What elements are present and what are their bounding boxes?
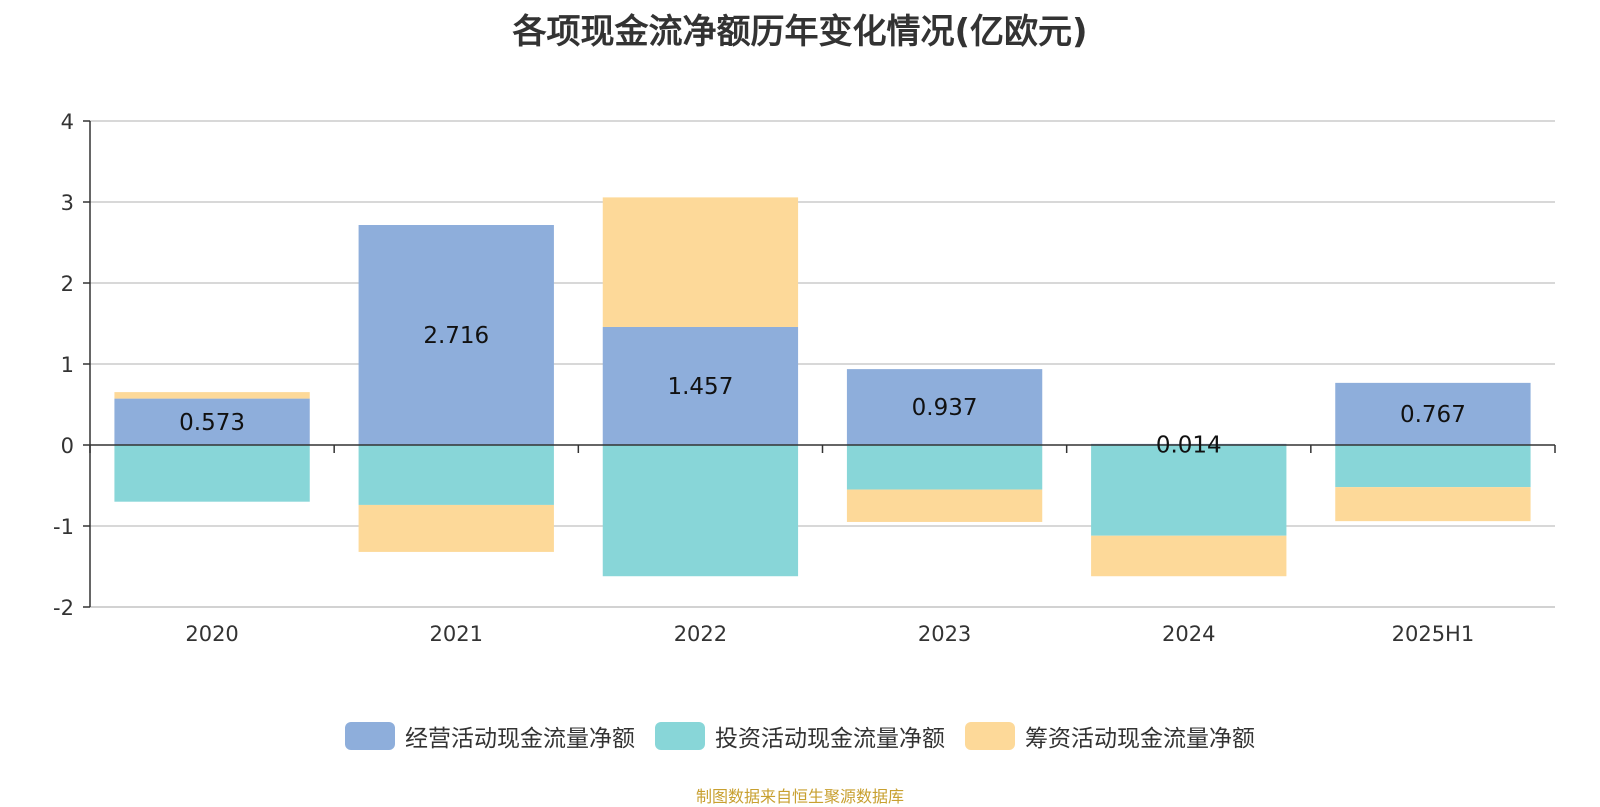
y-tick-label: 3 (61, 191, 74, 215)
chart-title: 各项现金流净额历年变化情况(亿欧元) (512, 12, 1088, 52)
x-tick-label: 2024 (1162, 622, 1215, 646)
bar-data-label: 1.457 (667, 374, 733, 400)
y-tick-label: -2 (53, 596, 74, 620)
bars (114, 197, 1531, 577)
bar-data-label: 0.937 (912, 395, 978, 421)
source-note: 制图数据来自恒生聚源数据库 (695, 787, 904, 806)
legend: 经营活动现金流量净额 投资活动现金流量净额 筹资活动现金流量净额 (0, 719, 1600, 753)
legend-label: 筹资活动现金流量净额 (1025, 726, 1255, 752)
bar-data-label: 2.716 (423, 323, 489, 349)
bar (358, 445, 554, 505)
legend-item[interactable]: 经营活动现金流量净额 (345, 719, 635, 753)
bar (1335, 382, 1531, 445)
y-tick-label: 2 (61, 272, 74, 296)
bar-data-label: 0.767 (1400, 402, 1466, 428)
bar (602, 445, 799, 577)
bar (1091, 535, 1287, 577)
bar (358, 504, 554, 552)
y-tick-label: -1 (53, 515, 74, 539)
bar (114, 445, 310, 502)
bar (846, 489, 1043, 522)
bar (846, 445, 1043, 490)
bar (1335, 445, 1531, 488)
bar (846, 369, 1043, 445)
bar (114, 398, 310, 445)
legend-swatch (655, 722, 705, 750)
y-tick-label: 0 (61, 434, 74, 458)
bar (358, 225, 554, 445)
bar (602, 197, 799, 327)
bar (1335, 487, 1531, 522)
data-labels: 0.573 2.716 1.457 0.937 0.014 0.767 (179, 323, 1466, 458)
y-tick-label: 4 (61, 110, 74, 134)
chart-plot: -2 -1 0 1 2 3 4 2020 2021 2022 2023 2024 2025H1 0.57… (53, 110, 1556, 646)
x-tick-label: 2020 (185, 622, 238, 646)
legend-label: 投资活动现金流量净额 (715, 726, 945, 752)
grid-lines (90, 120, 1555, 608)
bar (1091, 445, 1287, 536)
x-tick-label: 2022 (674, 622, 727, 646)
axes: -2 -1 0 1 2 3 4 2020 2021 2022 2023 2024 2025H1 (53, 110, 1556, 646)
bar (602, 326, 799, 445)
x-tick-label: 2025H1 (1392, 622, 1475, 646)
legend-swatch (345, 722, 395, 750)
legend-label: 经营活动现金流量净额 (405, 726, 635, 752)
legend-swatch (965, 722, 1015, 750)
bar (114, 392, 310, 399)
legend-item[interactable]: 投资活动现金流量净额 (655, 719, 945, 753)
bar-data-label: 0.014 (1156, 432, 1222, 458)
y-tick-label: 1 (61, 353, 74, 377)
x-tick-label: 2021 (430, 622, 483, 646)
bar-data-label: 0.573 (179, 410, 245, 436)
legend-item[interactable]: 筹资活动现金流量净额 (965, 719, 1255, 753)
x-tick-label: 2023 (918, 622, 971, 646)
